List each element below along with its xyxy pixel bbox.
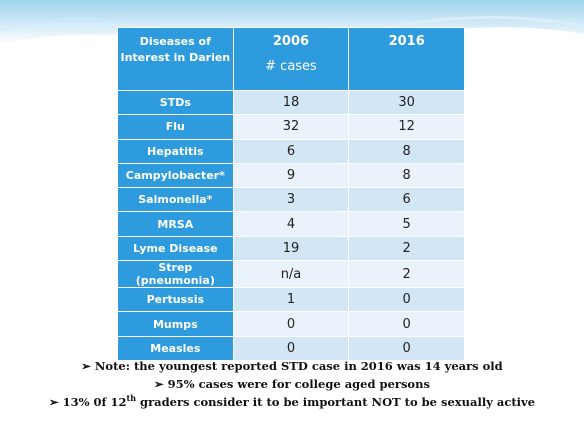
- table-row: Salmonella* 3 6: [117, 187, 465, 213]
- cell: 2: [348, 260, 465, 289]
- row-label: Salmonella*: [117, 187, 234, 213]
- note-text: 95% cases were for college aged persons: [167, 377, 430, 391]
- header-subtext: # cases: [265, 59, 317, 74]
- row-label: Campylobacter*: [117, 162, 234, 189]
- cell: 0: [348, 311, 465, 337]
- row-label: Pertussis: [117, 287, 234, 313]
- table-row: Flu 32 12: [117, 114, 465, 140]
- cell: 6: [232, 138, 350, 164]
- note-text: 13% 0f 12: [62, 395, 127, 409]
- cell: 32: [232, 114, 350, 140]
- notes: ➢ Note: the youngest reported STD case i…: [0, 357, 584, 411]
- note-text: graders consider it to be important NOT …: [140, 395, 536, 409]
- cell: 9: [232, 162, 350, 189]
- table-row: Mumps 0 0: [117, 311, 465, 337]
- cell: n/a: [232, 260, 350, 289]
- table-row: STDs 18 30: [117, 89, 465, 116]
- cell: 0: [232, 335, 350, 361]
- row-label: STDs: [117, 89, 234, 116]
- row-label: Mumps: [117, 311, 234, 337]
- cell: 8: [348, 138, 465, 164]
- row-label: MRSA: [117, 211, 234, 237]
- table-row: Strep (pneumonia) n/a 2: [117, 260, 465, 289]
- table-row: Measles 0 0: [117, 335, 465, 361]
- note: ➢ 95% cases were for college aged person…: [154, 377, 430, 391]
- cell: 5: [348, 211, 465, 237]
- cell: 3: [232, 187, 350, 213]
- table-row: MRSA 4 5: [117, 211, 465, 237]
- cell: 18: [232, 89, 350, 116]
- table-row: Lyme Disease 19 2: [117, 235, 465, 262]
- note: ➢ Note: the youngest reported STD case i…: [81, 359, 503, 373]
- note-superscript: th: [126, 393, 137, 404]
- header-cell: Diseases of Interest in Darien: [117, 27, 234, 91]
- row-label: Measles: [117, 335, 234, 361]
- cell: 0: [348, 335, 465, 361]
- cell: 1: [232, 287, 350, 313]
- table-body: STDs 18 30 Flu 32 12 Hepatitis 6 8 Campylobacter*…: [117, 89, 465, 361]
- note-text: Note: the youngest reported STD case in …: [94, 359, 503, 373]
- disease-table: Diseases of Interest in Darien 2006 # cas…: [117, 27, 465, 361]
- cell: 6: [348, 187, 465, 213]
- table-row: Pertussis 1 0: [117, 287, 465, 313]
- row-label: Lyme Disease: [117, 235, 234, 262]
- row-label: Hepatitis: [117, 138, 234, 164]
- cell: 30: [348, 89, 465, 116]
- cell: 4: [232, 211, 350, 237]
- cell: 2: [348, 235, 465, 262]
- cell: 12: [348, 114, 465, 140]
- cell: 0: [348, 287, 465, 313]
- table-row: Hepatitis 6 8: [117, 138, 465, 164]
- header-cell: 2016: [348, 27, 465, 91]
- note: ➢ 13% 0f 12th graders consider it to be i…: [48, 393, 536, 409]
- row-label: Strep (pneumonia): [117, 260, 234, 289]
- cell: 0: [232, 311, 350, 337]
- header-cell: 2006 # cases: [232, 27, 350, 91]
- row-label: Flu: [117, 114, 234, 140]
- cell: 8: [348, 162, 465, 189]
- cell: 19: [232, 235, 350, 262]
- table-row: Campylobacter* 9 8: [117, 162, 465, 189]
- header-text: 2006: [272, 34, 310, 49]
